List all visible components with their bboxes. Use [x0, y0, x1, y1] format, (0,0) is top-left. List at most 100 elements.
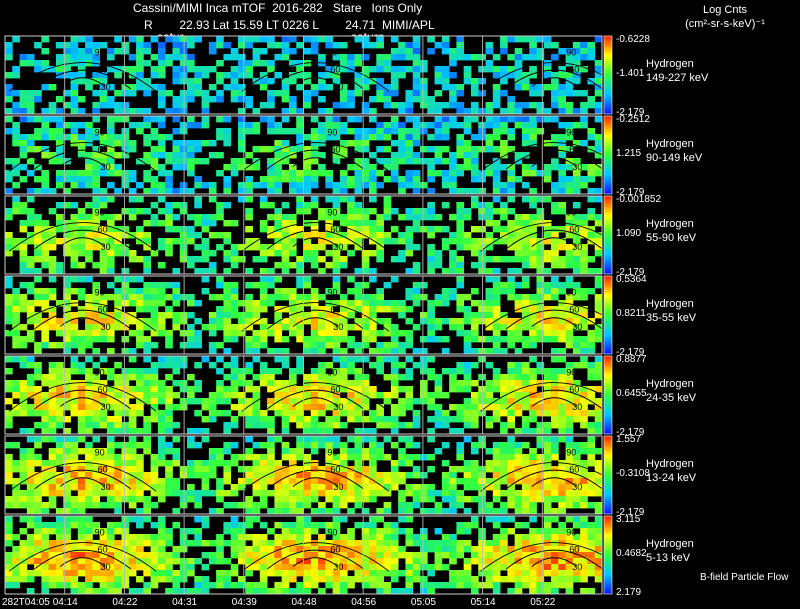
heatmap-cell — [369, 392, 377, 399]
heatmap-cell — [41, 134, 50, 141]
heatmap-cell — [376, 570, 384, 577]
heatmap-cell — [507, 416, 516, 423]
heatmap-cell — [470, 416, 479, 423]
heatmap-cell — [92, 386, 101, 393]
contour-label: 60 — [330, 305, 340, 315]
heatmap-cell — [63, 176, 71, 183]
heatmap-cell — [223, 478, 232, 485]
heatmap-cell — [99, 262, 108, 269]
heatmap-cell — [121, 208, 130, 215]
heatmap-cell — [478, 214, 486, 221]
heatmap-cell — [339, 256, 348, 263]
heatmap-cell — [26, 288, 35, 295]
heatmap-cell — [383, 540, 392, 547]
heatmap-cell — [26, 534, 35, 541]
heatmap-cell — [536, 484, 545, 491]
heatmap-cell — [456, 152, 465, 159]
heatmap-cell — [136, 54, 144, 61]
heatmap-cell — [332, 454, 341, 461]
heatmap-cell — [485, 102, 494, 109]
heatmap-cell — [106, 294, 115, 301]
heatmap-cell — [536, 276, 545, 283]
heatmap-cell — [558, 312, 566, 319]
heatmap-cell — [434, 146, 443, 153]
heatmap-cell — [143, 220, 152, 227]
heatmap-cell — [383, 398, 392, 405]
heatmap-cell — [347, 368, 355, 375]
heatmap-cell — [55, 540, 64, 547]
heatmap-cell — [412, 214, 421, 221]
heatmap-cell — [281, 48, 290, 55]
heatmap-cell — [354, 392, 363, 399]
heatmap-cell — [536, 294, 545, 301]
heatmap-cell — [369, 362, 377, 369]
heatmap-cell — [99, 158, 108, 165]
heatmap-cell — [478, 392, 486, 399]
heatmap-cell — [63, 158, 71, 165]
heatmap-cell — [500, 128, 508, 135]
heatmap-cell — [318, 422, 326, 429]
heatmap-cell — [339, 478, 348, 485]
heatmap-cell — [201, 256, 210, 263]
heatmap-cell — [296, 534, 304, 541]
contour-label: 60 — [98, 225, 108, 235]
heatmap-cell — [565, 410, 574, 417]
heatmap-cell — [332, 42, 341, 49]
heatmap-cell — [558, 244, 566, 251]
heatmap-cell — [369, 152, 377, 159]
heatmap-cell — [55, 220, 64, 227]
heatmap-cell — [354, 90, 363, 97]
heatmap-cell — [383, 324, 392, 331]
heatmap-cell — [179, 152, 188, 159]
heatmap-cell — [296, 502, 304, 509]
heatmap-cell — [398, 422, 406, 429]
heatmap-cell — [500, 312, 508, 319]
heatmap-cell — [580, 54, 588, 61]
heatmap-cell — [463, 478, 472, 485]
heatmap-cell — [572, 226, 581, 233]
heatmap-cell — [150, 306, 159, 313]
heatmap-cell — [85, 294, 93, 301]
heatmap-cell — [412, 416, 421, 423]
heatmap-cell — [99, 404, 108, 411]
heatmap-cell — [288, 226, 297, 233]
heatmap-cell — [456, 428, 465, 435]
heatmap-cell — [419, 534, 428, 541]
contour-line — [267, 69, 364, 90]
heatmap-cell — [136, 454, 144, 461]
heatmap-cell — [361, 176, 370, 183]
heatmap-cell — [500, 256, 508, 263]
heatmap-cell — [485, 404, 494, 411]
heatmap-cell — [551, 282, 559, 289]
heatmap-cell — [99, 540, 108, 547]
heatmap-cell — [223, 472, 232, 479]
heatmap-cell — [449, 546, 457, 553]
heatmap-cell — [310, 48, 319, 55]
heatmap-cell — [456, 294, 465, 301]
heatmap-cell — [318, 502, 326, 509]
heatmap-cell — [478, 306, 486, 313]
heatmap-cell — [288, 250, 297, 257]
heatmap-cell — [194, 146, 202, 153]
heatmap-cell — [514, 54, 523, 61]
heatmap-cell — [456, 306, 465, 313]
heatmap-cell — [376, 368, 384, 375]
heatmap-cell — [288, 294, 297, 301]
heatmap-cell — [412, 362, 421, 369]
heatmap-cell — [492, 398, 501, 405]
heatmap-cell — [361, 250, 370, 257]
heatmap-cell — [48, 312, 57, 319]
heatmap-cell — [230, 250, 239, 257]
heatmap-cell — [114, 522, 122, 529]
heatmap-cell — [354, 558, 363, 565]
heatmap-cell — [106, 238, 115, 245]
heatmap-cell — [310, 336, 319, 343]
heatmap-cell — [514, 570, 523, 577]
heatmap-cell — [339, 496, 348, 503]
heatmap-cell — [551, 454, 559, 461]
heatmap-cell — [55, 170, 64, 177]
heatmap-cell — [551, 188, 559, 195]
heatmap-cell — [536, 552, 545, 559]
heatmap-cell — [390, 558, 399, 565]
heatmap-cell — [354, 564, 363, 571]
